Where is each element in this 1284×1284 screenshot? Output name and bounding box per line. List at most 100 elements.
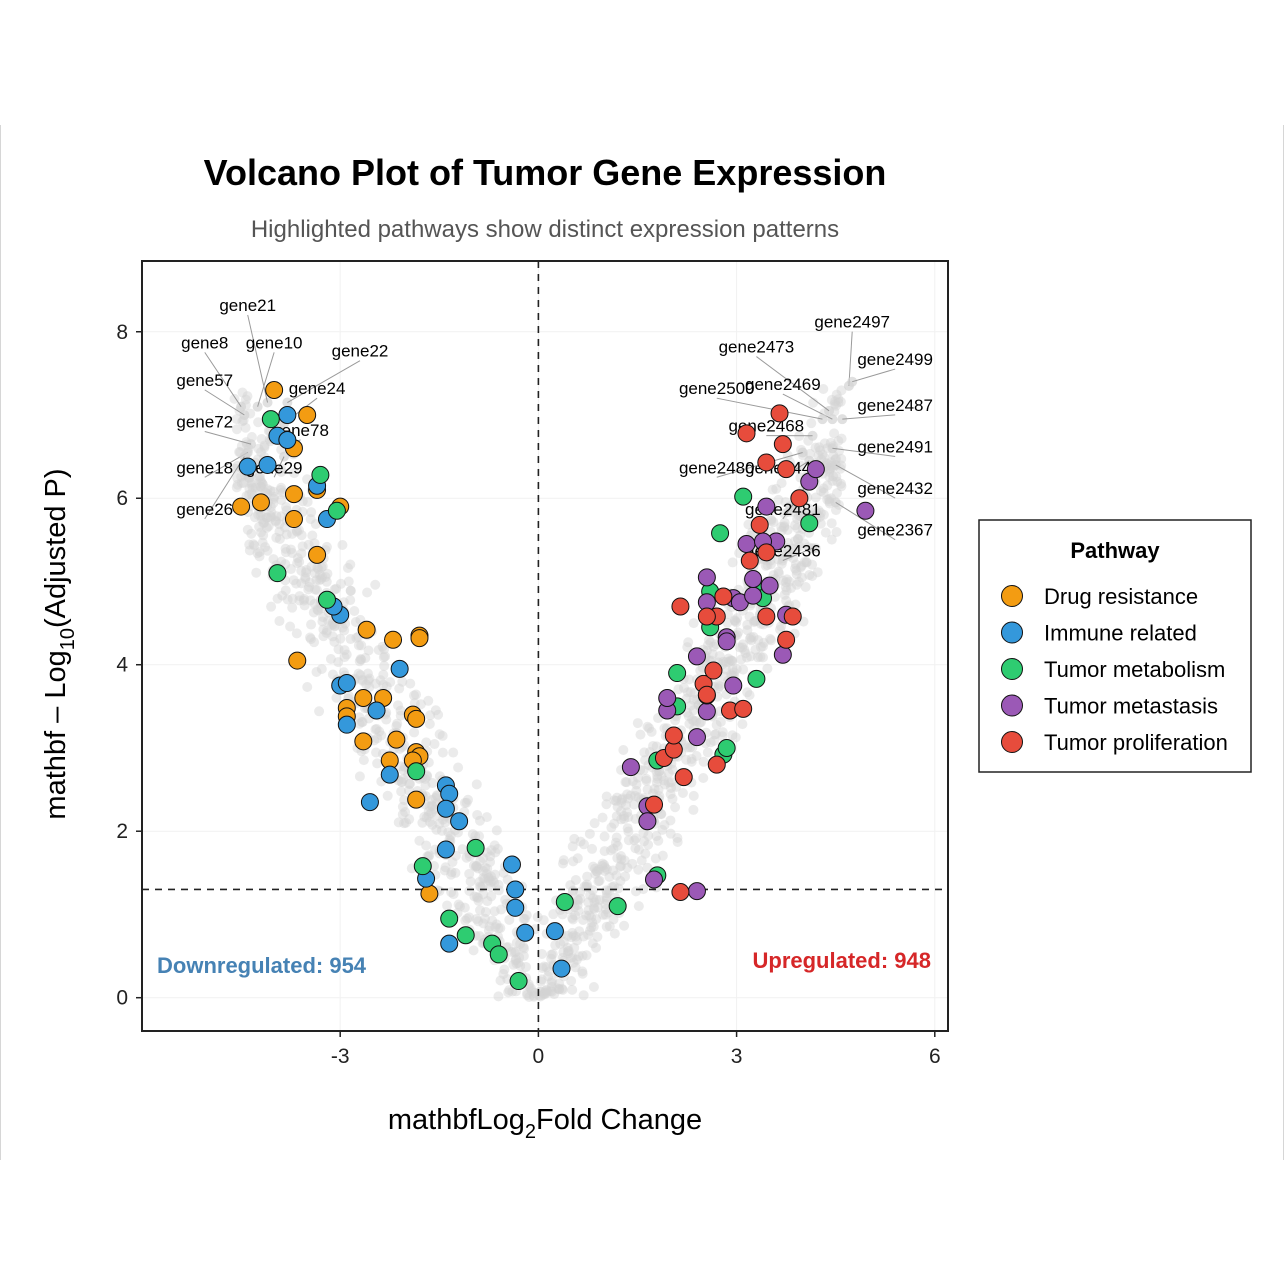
background-gene-point <box>570 910 581 921</box>
background-gene-point <box>509 947 520 958</box>
background-gene-point <box>629 835 640 846</box>
background-gene-point <box>740 648 751 659</box>
background-gene-point <box>268 493 279 504</box>
pathway-point <box>450 812 469 831</box>
background-gene-point <box>796 572 807 583</box>
background-gene-point <box>371 747 382 758</box>
pathway-point <box>711 524 730 543</box>
background-gene-point <box>741 652 752 663</box>
background-gene-point <box>474 831 485 842</box>
background-gene-point <box>480 906 491 917</box>
background-gene-point <box>541 984 552 995</box>
background-gene-point <box>266 507 277 518</box>
background-gene-point <box>257 537 268 548</box>
background-gene-point <box>799 557 810 568</box>
pathway-point <box>410 629 429 648</box>
pathway-point <box>284 510 303 529</box>
background-gene-point <box>779 517 790 528</box>
background-gene-point <box>687 714 698 725</box>
background-gene-point <box>318 631 329 642</box>
background-gene-point <box>254 521 265 532</box>
background-gene-point <box>320 572 331 583</box>
pathway-point <box>555 892 574 911</box>
background-gene-point <box>616 806 627 817</box>
background-gene-point <box>672 836 683 847</box>
background-gene-point <box>688 716 699 727</box>
background-gene-point <box>371 723 382 734</box>
y-axis-label: mathbf – Log10(Adjusted P) <box>40 468 79 819</box>
background-gene-point <box>485 851 496 862</box>
background-gene-point <box>571 954 582 965</box>
pathway-point <box>671 882 690 901</box>
background-gene-point <box>670 715 681 726</box>
background-gene-point <box>824 466 835 477</box>
background-gene-point <box>534 990 545 1001</box>
background-gene-point <box>713 683 724 694</box>
background-gene-point <box>269 491 280 502</box>
background-gene-point <box>601 791 612 802</box>
background-gene-point <box>280 547 291 558</box>
background-gene-point <box>309 637 320 648</box>
pathway-point <box>360 793 379 812</box>
legend-item-label: Tumor metastasis <box>1044 694 1218 719</box>
background-gene-point <box>631 886 642 897</box>
background-gene-point <box>538 915 549 926</box>
background-gene-point <box>313 605 324 616</box>
background-gene-point <box>750 644 761 655</box>
background-gene-point <box>353 668 364 679</box>
background-gene-point <box>597 812 608 823</box>
pathway-point <box>261 410 280 429</box>
pathway-point <box>717 738 736 757</box>
background-gene-point <box>351 632 362 643</box>
background-gene-point <box>556 983 567 994</box>
background-gene-point <box>745 651 756 662</box>
background-gene-point <box>380 651 391 662</box>
background-gene-point <box>567 841 578 852</box>
background-gene-point <box>268 498 279 509</box>
background-gene-point <box>694 717 705 728</box>
background-gene-point <box>526 983 537 994</box>
background-gene-point <box>776 521 787 532</box>
background-gene-point <box>543 971 554 982</box>
background-gene-point <box>270 516 281 527</box>
background-gene-point <box>643 830 654 841</box>
background-gene-point <box>357 674 368 685</box>
background-gene-point <box>831 505 842 516</box>
background-gene-point <box>615 851 626 862</box>
background-gene-point <box>287 528 298 539</box>
background-gene-point <box>443 827 454 838</box>
background-gene-point <box>339 625 350 636</box>
legend-item-label: Immune related <box>1044 621 1197 646</box>
pathway-point <box>506 898 525 917</box>
background-gene-point <box>341 649 352 660</box>
background-gene-point <box>311 575 322 586</box>
background-gene-point <box>329 636 340 647</box>
background-gene-point <box>276 463 287 474</box>
background-gene-point <box>657 824 668 835</box>
background-gene-point <box>256 527 267 538</box>
background-gene-point <box>631 779 642 790</box>
background-gene-point <box>230 463 241 474</box>
background-gene-point <box>569 942 580 953</box>
background-gene-point <box>486 891 497 902</box>
background-gene-point <box>812 567 823 578</box>
background-gene-point <box>591 942 602 953</box>
background-gene-point <box>313 564 324 575</box>
background-gene-point <box>562 930 573 941</box>
background-gene-point <box>276 466 287 477</box>
background-gene-point <box>667 764 678 775</box>
background-gene-point <box>265 511 276 522</box>
pathway-point <box>645 870 664 889</box>
background-gene-point <box>353 640 364 651</box>
background-gene-point <box>251 567 262 578</box>
background-gene-point <box>261 522 272 533</box>
grid <box>142 261 948 1031</box>
pathway-point <box>704 661 723 680</box>
pathway-point <box>687 728 706 747</box>
background-gene-point <box>567 914 578 925</box>
background-gene-point <box>483 873 494 884</box>
pathway-point <box>268 564 287 583</box>
background-gene-point <box>601 888 612 899</box>
x-tick-label: 0 <box>533 1045 545 1068</box>
background-gene-point <box>599 846 610 857</box>
